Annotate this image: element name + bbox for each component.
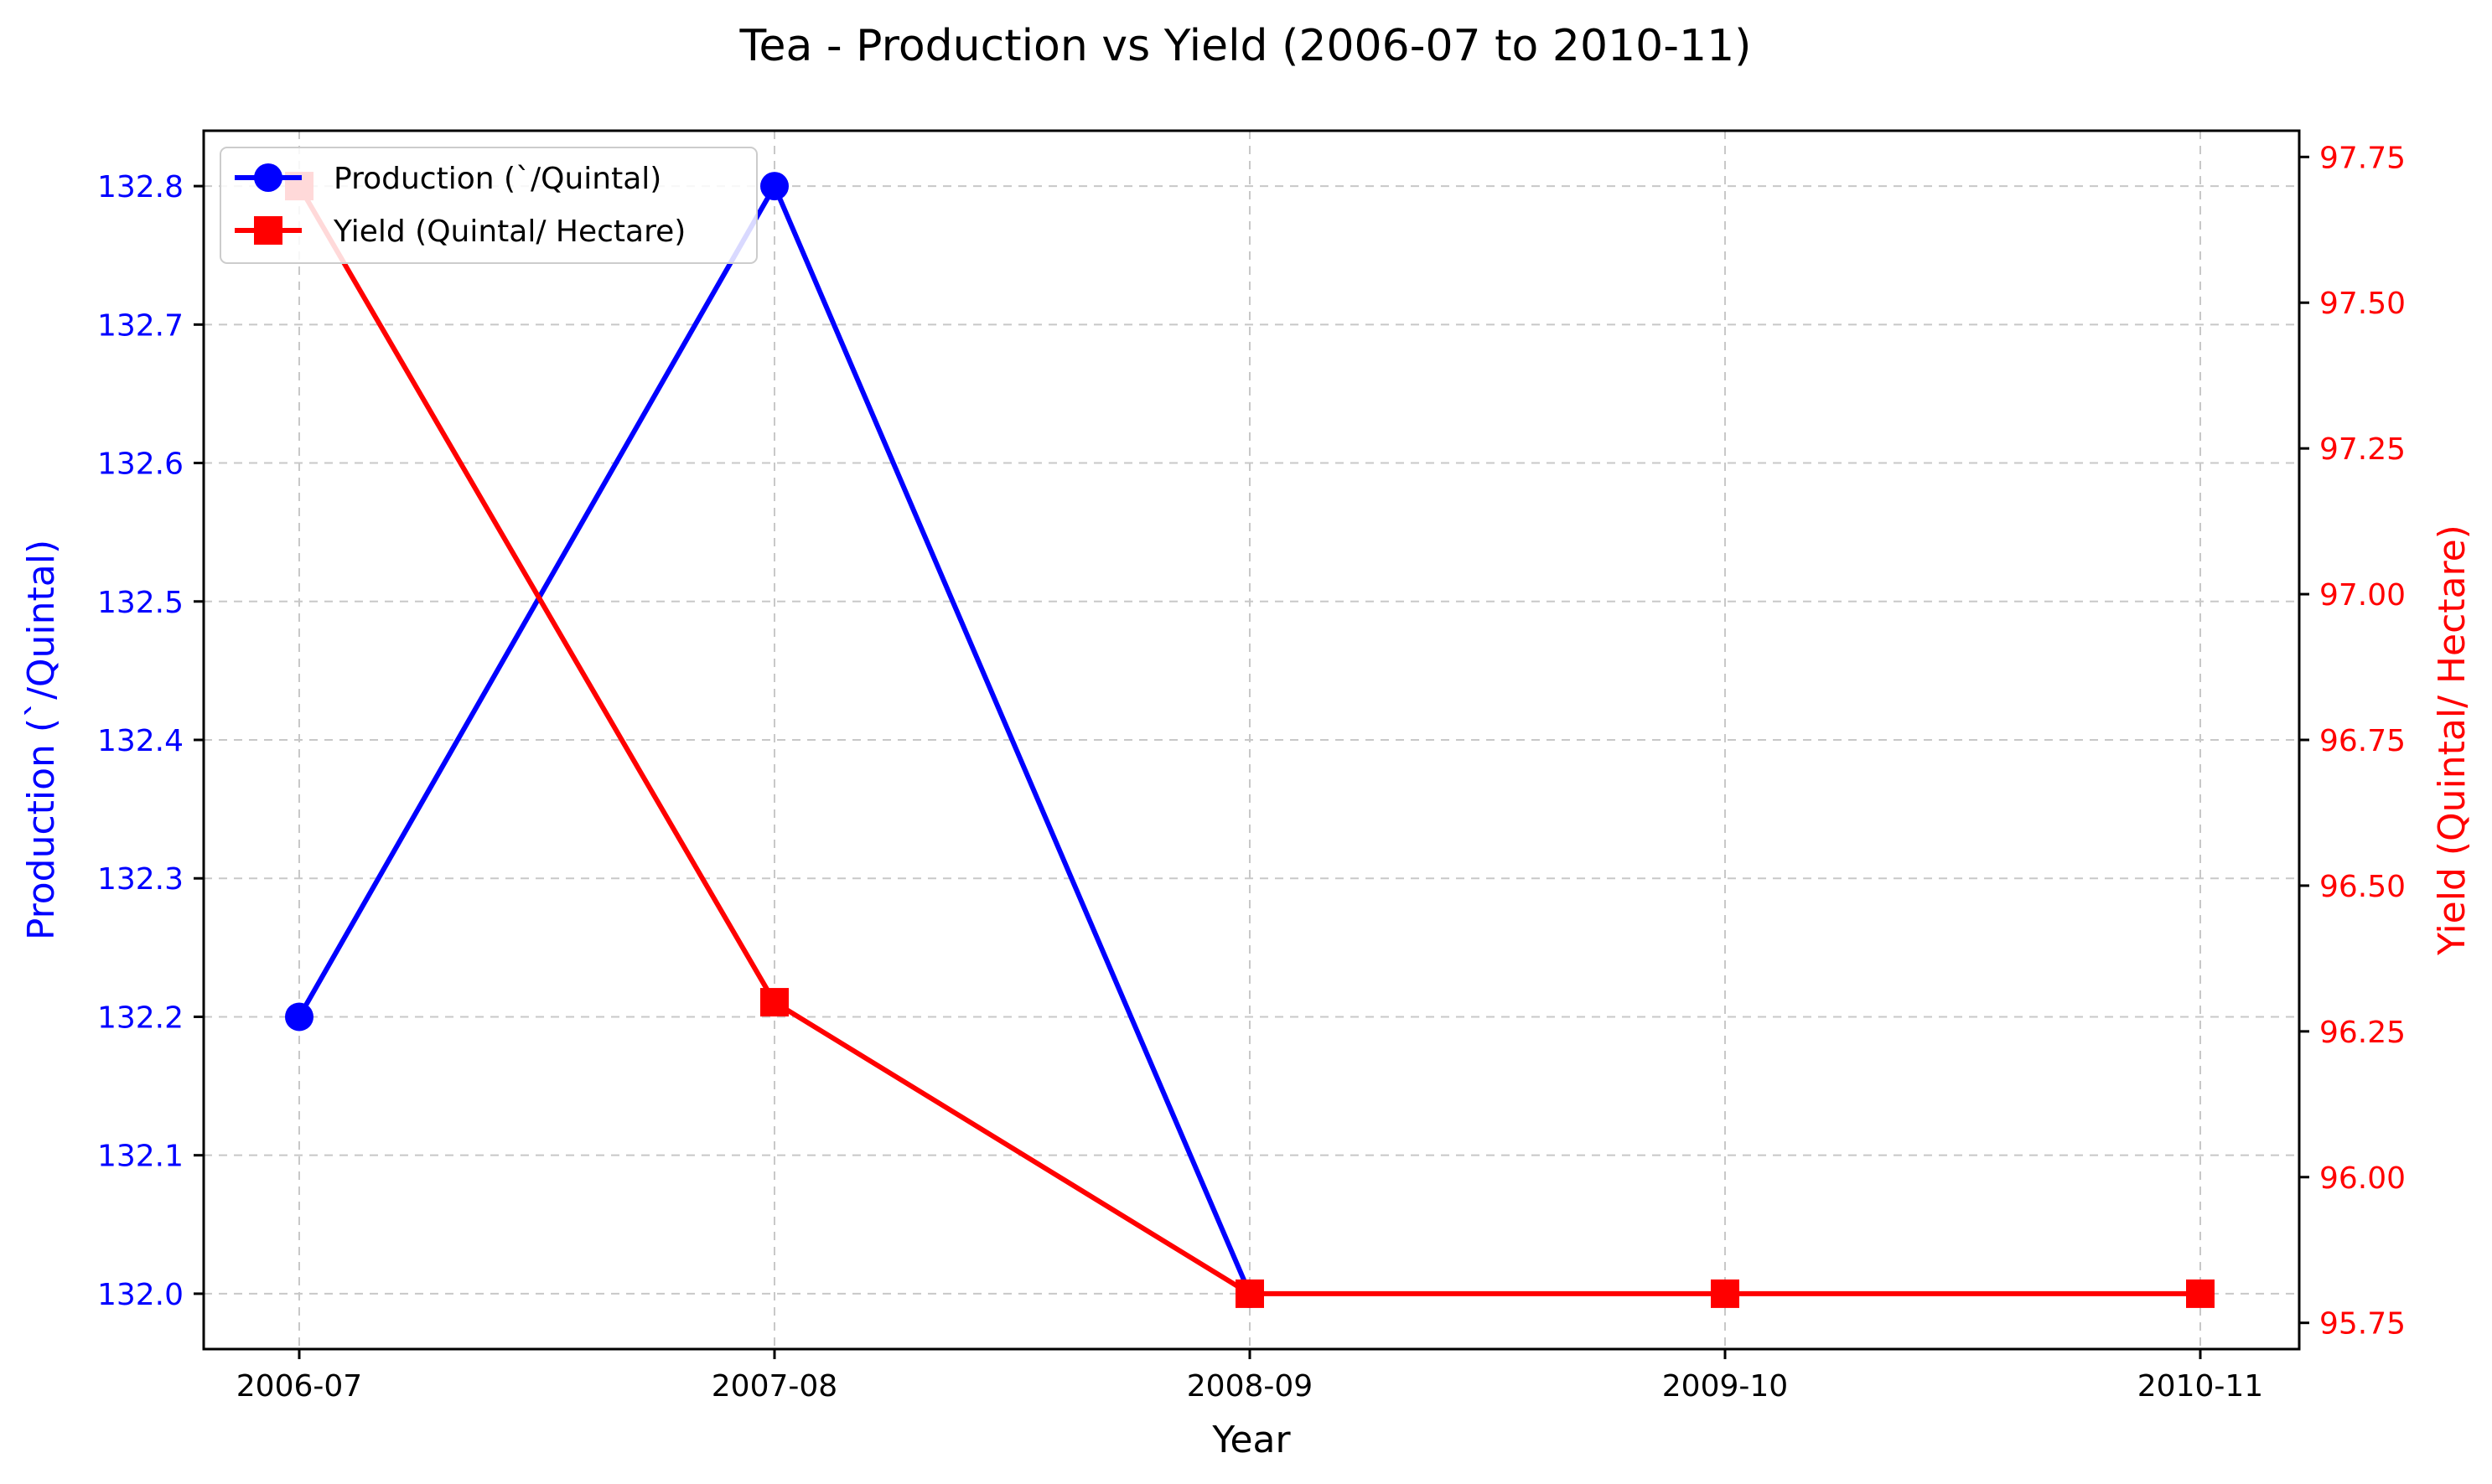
y-left-tick-label: 132.8 xyxy=(97,170,184,204)
legend-label-production: Production (`/Quintal) xyxy=(334,162,661,196)
data-point-yield xyxy=(2186,1279,2215,1308)
data-point-yield xyxy=(1711,1279,1739,1308)
data-point-production xyxy=(760,172,789,201)
y-axis-right: 95.75 96.00 96.25 96.50 96.75 97.00 97.25 97.50… xyxy=(2299,141,2406,1342)
y-right-tick-label: 97.50 xyxy=(2319,287,2406,321)
y-right-tick-label: 96.00 xyxy=(2319,1161,2406,1196)
x-tick-label: 2006-07 xyxy=(236,1369,362,1404)
series-layer xyxy=(285,172,2215,1308)
y-left-tick-label: 132.4 xyxy=(97,724,184,758)
y-right-tick-label: 96.75 xyxy=(2319,724,2406,758)
x-tick-label: 2008-09 xyxy=(1187,1369,1313,1404)
legend-label-yield: Yield (Quintal/ Hectare) xyxy=(333,215,686,249)
y-left-tick-label: 132.1 xyxy=(97,1140,184,1174)
x-tick-label: 2010-11 xyxy=(2137,1369,2263,1404)
y-left-tick-label: 132.7 xyxy=(97,308,184,343)
legend-marker-production xyxy=(254,163,282,192)
y-left-tick-label: 132.2 xyxy=(97,1001,184,1035)
y-axis-left-label: Production (`/Quintal) xyxy=(20,540,63,940)
x-axis: 2006-07 2007-08 2008-09 2009-10 2010-11 xyxy=(236,1349,2263,1404)
y-left-tick-label: 132.6 xyxy=(97,447,184,482)
data-point-production xyxy=(285,1002,313,1032)
x-tick-label: 2007-08 xyxy=(712,1369,837,1404)
x-tick-label: 2009-10 xyxy=(1662,1369,1788,1404)
y-right-tick-label: 95.75 xyxy=(2319,1307,2406,1342)
y-axis-left: 132.0 132.1 132.2 132.3 132.4 132.5 132.6 132.7… xyxy=(97,170,204,1312)
y-left-tick-label: 132.3 xyxy=(97,862,184,897)
legend-marker-yield xyxy=(254,216,282,245)
y-axis-right-label: Yield (Quintal/ Hectare) xyxy=(2431,525,2474,956)
legend-box xyxy=(220,147,758,264)
data-point-yield xyxy=(760,988,789,1017)
y-right-tick-label: 97.25 xyxy=(2319,432,2406,467)
y-left-tick-label: 132.0 xyxy=(97,1278,184,1312)
legend: Production (`/Quintal) Yield (Quintal/ H… xyxy=(220,147,758,264)
y-right-tick-label: 97.75 xyxy=(2319,141,2406,175)
chart-title: Tea - Production vs Yield (2006-07 to 20… xyxy=(739,21,1752,71)
y-right-tick-label: 96.50 xyxy=(2319,870,2406,904)
y-right-tick-label: 96.25 xyxy=(2319,1016,2406,1050)
y-left-tick-label: 132.5 xyxy=(97,586,184,620)
grid-layer xyxy=(204,131,2299,1349)
data-point-yield xyxy=(1236,1279,1264,1308)
x-axis-label: Year xyxy=(1211,1419,1291,1461)
y-right-tick-label: 97.00 xyxy=(2319,578,2406,613)
